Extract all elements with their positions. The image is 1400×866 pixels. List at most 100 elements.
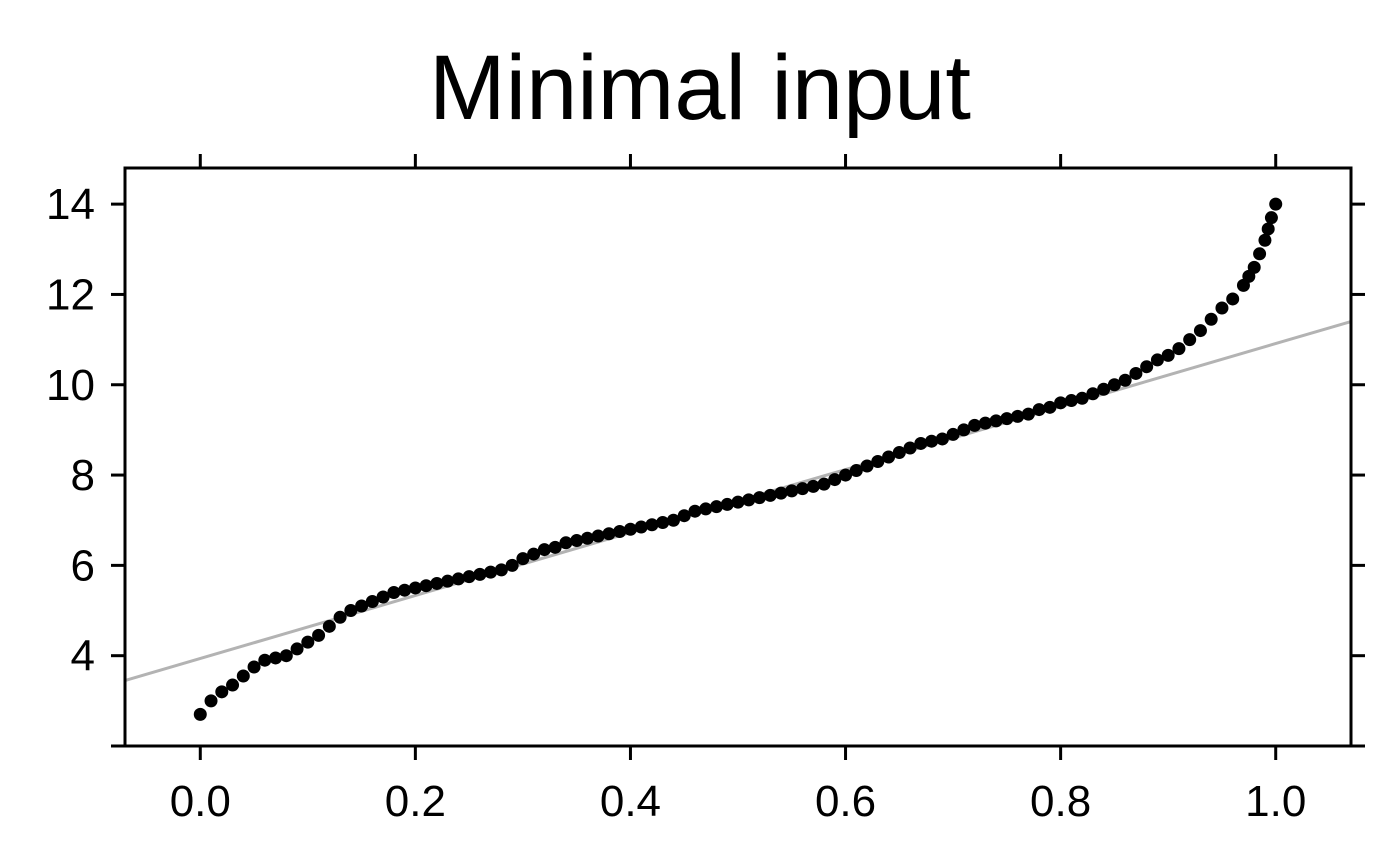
data-point <box>849 464 863 478</box>
data-point <box>548 540 562 554</box>
data-point <box>731 495 745 509</box>
plot-layer: 0.0 0.2 0.4 0.6 0.8 1.0 4 6 8 10 12 14 <box>46 154 1365 826</box>
data-point <box>1253 247 1267 261</box>
data-point <box>365 595 379 608</box>
data-point <box>451 572 465 586</box>
data-point <box>1064 394 1078 408</box>
data-point <box>634 520 648 534</box>
data-point <box>1269 197 1283 211</box>
x-tick-label: 0.0 <box>170 777 231 826</box>
data-point <box>774 486 788 500</box>
y-tick-label: 12 <box>46 270 95 319</box>
data-point <box>559 536 573 550</box>
data-point <box>387 585 401 599</box>
data-point <box>494 563 508 577</box>
data-point <box>279 649 293 663</box>
data-point <box>1261 222 1275 236</box>
data-point <box>226 678 240 692</box>
data-point <box>882 450 896 464</box>
data-point <box>247 660 261 674</box>
data-point <box>258 653 272 667</box>
data-point <box>312 628 326 642</box>
data-point <box>1161 348 1175 362</box>
y-tick-label: 10 <box>46 361 95 410</box>
data-point <box>1011 409 1025 423</box>
data-point <box>290 642 304 656</box>
data-point <box>968 418 982 432</box>
data-point <box>1193 324 1207 338</box>
data-point <box>333 610 347 624</box>
data-point <box>914 436 928 450</box>
data-point <box>785 484 799 498</box>
data-point <box>516 552 530 566</box>
data-point <box>1226 292 1240 306</box>
data-point <box>1021 407 1035 421</box>
data-point <box>677 509 691 523</box>
data-point <box>1054 396 1068 410</box>
data-point <box>925 434 939 448</box>
data-point <box>946 427 960 441</box>
data-point <box>1258 233 1272 247</box>
data-point <box>430 576 444 590</box>
data-point <box>1075 391 1089 405</box>
data-point <box>1247 260 1261 274</box>
y-tick-label: 14 <box>46 180 95 229</box>
data-point <box>376 590 390 604</box>
data-point <box>527 547 541 561</box>
data-point <box>817 477 831 491</box>
data-point <box>1150 353 1164 367</box>
data-point <box>1043 400 1057 414</box>
data-point <box>806 479 820 493</box>
data-point <box>978 416 992 430</box>
y-tick-label: 4 <box>71 632 95 681</box>
data-point <box>1107 378 1121 392</box>
data-point <box>1032 403 1046 417</box>
x-tick-label: 0.2 <box>385 777 446 826</box>
data-point <box>613 525 627 539</box>
data-point <box>580 531 594 545</box>
data-point <box>989 414 1003 428</box>
data-point <box>355 599 369 613</box>
data-point <box>957 423 971 437</box>
data-point <box>462 570 476 584</box>
data-point <box>1129 366 1143 380</box>
data-point <box>828 473 842 487</box>
data-point <box>505 558 519 572</box>
x-tick-label: 0.6 <box>815 777 876 826</box>
data-point <box>742 493 756 507</box>
data-point <box>236 669 250 683</box>
y-tick-label: 8 <box>71 451 95 500</box>
data-point <box>215 685 229 699</box>
data-point <box>484 565 498 579</box>
data-point <box>763 488 777 502</box>
data-point <box>796 482 810 496</box>
plot-frame <box>123 166 1353 748</box>
data-point <box>1264 211 1278 225</box>
x-tick-label: 0.4 <box>600 777 661 826</box>
data-point <box>892 445 906 459</box>
y-tick-label: 6 <box>71 541 95 590</box>
data-point <box>301 635 315 649</box>
data-point <box>591 529 605 543</box>
data-point <box>1183 333 1197 347</box>
data-point <box>699 502 713 516</box>
chart-title: Minimal input <box>429 37 971 139</box>
data-point <box>398 583 412 597</box>
data-point <box>666 513 680 527</box>
data-point <box>1000 412 1014 426</box>
data-point <box>860 459 874 473</box>
data-point <box>322 619 336 633</box>
data-point <box>1118 373 1132 387</box>
data-point <box>193 707 207 721</box>
data-point <box>602 527 616 541</box>
data-point <box>688 504 702 518</box>
data-point <box>204 694 218 708</box>
data-point <box>441 574 455 588</box>
data-point <box>419 579 433 593</box>
data-point <box>656 515 670 529</box>
data-point <box>839 468 853 482</box>
data-point <box>1172 342 1186 356</box>
data-point <box>1086 387 1100 401</box>
